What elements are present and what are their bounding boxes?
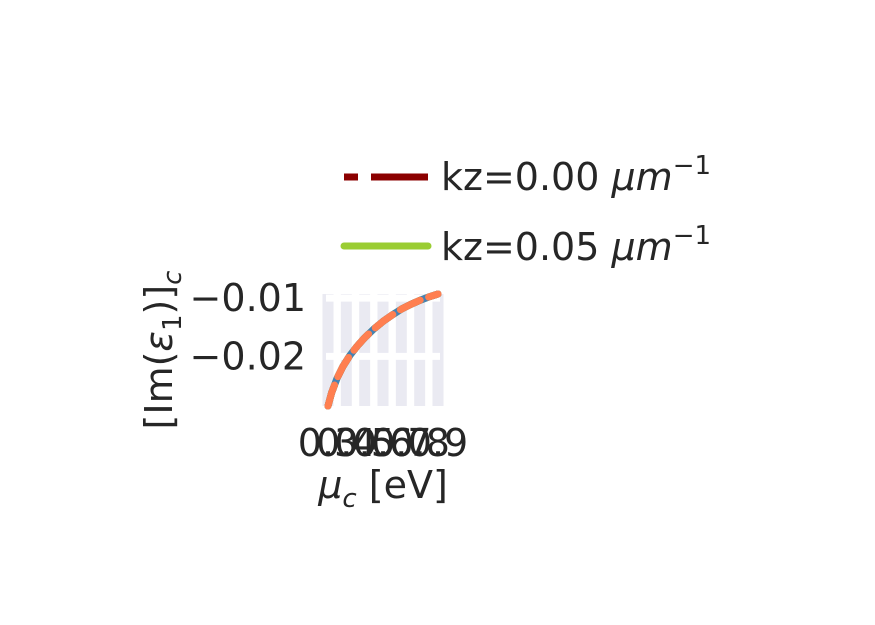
series-lines	[324, 290, 442, 410]
x-axis-label: μc [eV]	[317, 463, 448, 514]
x-tick-label-6: 0.9	[408, 421, 468, 465]
legend: kz=0.00 μm−1 kz=0.05 μm−1	[340, 151, 711, 269]
series-line-3	[324, 290, 442, 410]
x-tick-label-0: 0.3	[298, 421, 358, 465]
legend-label-kz-0-05: kz=0.05 μm−1	[441, 221, 711, 269]
x-tick-label-4: 0.7	[371, 421, 431, 465]
legend-entry-kz-0-05: kz=0.05 μm−1	[340, 221, 711, 269]
x-tick-label-3: 0.6	[353, 421, 413, 465]
x-tick-label-1: 0.4	[316, 421, 376, 465]
y-tick-label-0: −0.02	[190, 334, 306, 378]
legend-entry-kz-0-00: kz=0.00 μm−1	[344, 151, 711, 199]
legend-label-kz-0-00: kz=0.00 μm−1	[441, 151, 711, 199]
grid	[322, 294, 444, 406]
x-tick-label-2: 0.5	[334, 421, 394, 465]
x-tick-label-5: 0.8	[389, 421, 449, 465]
y-axis-label: [Im(ε1)]c	[137, 271, 188, 430]
y-tick-label-1: −0.01	[190, 276, 306, 320]
tick-labels: 0.30.40.50.60.70.80.9 −0.02 −0.01	[190, 276, 469, 465]
